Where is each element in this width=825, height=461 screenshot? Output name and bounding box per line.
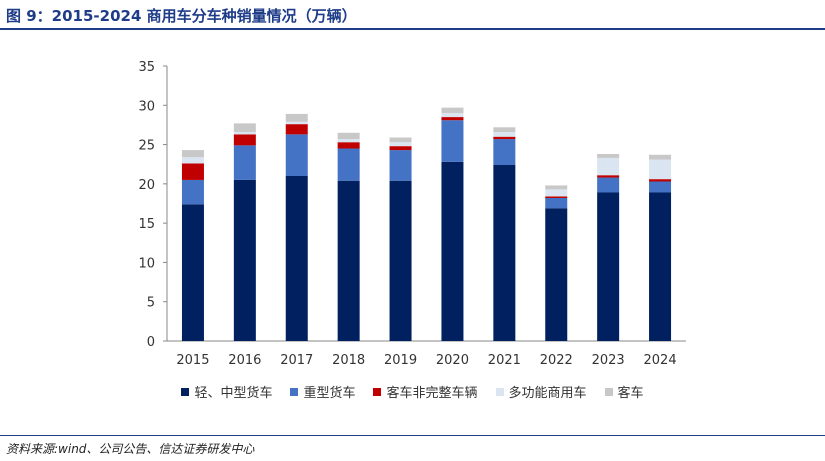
bar-segment [285,121,308,125]
bar-segment [233,132,256,135]
bar-segment [181,163,204,180]
bar-segment [181,157,204,164]
y-tick-label: 35 [138,60,155,75]
bar-segment [337,132,360,140]
bar-segment [285,176,308,341]
bar-segment [545,185,568,190]
bar-segment [545,208,568,341]
x-tick-label: 2018 [332,353,365,368]
bar-segment [389,146,412,151]
legend-swatch [373,387,382,396]
legend-label: 客车非完整车辆 [386,386,478,401]
bar-segment [649,181,672,193]
bar-segment [493,165,516,341]
legend-swatch [495,387,504,396]
title-rule [0,28,825,30]
source-note: 资料来源:wind、公司公告、信达证券研发中心 [6,442,255,456]
bar-segment [493,136,516,140]
chart-legend: 轻、中型货车 重型货车 客车非完整车辆 多功能商用车 客车 [0,382,825,401]
bar-segment [649,192,672,341]
bar-segment [545,189,568,197]
legend-swatch [604,387,613,396]
bar-segment [337,139,360,143]
y-tick-label: 25 [138,139,155,154]
bar-segment [389,137,412,143]
bar-segment [597,192,620,341]
bar-segment [597,175,620,178]
footer-rule [0,435,825,436]
bar-segment [493,127,516,132]
figure-title: 图 9：2015-2024 商用车分车种销量情况（万辆） [6,7,357,25]
legend-item: 重型货车 [290,382,355,401]
bar-segment [181,150,204,158]
bar-segment [233,179,256,341]
legend-label: 多功能商用车 [508,386,587,401]
bar-segment [441,107,464,114]
y-tick-label: 30 [138,99,155,114]
bar-segment [545,196,568,198]
legend-label: 客车 [617,386,644,401]
bar-segment [441,120,464,162]
y-tick-label: 10 [138,256,155,271]
legend-item: 客车非完整车辆 [373,382,478,401]
bar-segment [233,134,256,146]
bar-segment [493,139,516,165]
x-tick-label: 2020 [436,353,469,368]
x-tick-label: 2023 [592,353,625,368]
bar-segment [389,150,412,181]
x-tick-label: 2015 [176,353,209,368]
x-tick-label: 2024 [644,353,677,368]
legend-label: 重型货车 [303,386,356,401]
bar-segment [337,148,360,181]
bar-segment [441,113,464,118]
y-tick-label: 5 [147,296,155,311]
bar-segment [285,113,308,122]
bar-segment [389,142,412,147]
x-tick-label: 2022 [540,353,573,368]
legend-swatch [181,387,190,396]
y-tick-label: 15 [138,217,155,232]
bar-segment [233,145,256,180]
bar-segment [441,161,464,341]
bar-segment [597,177,620,193]
y-tick-label: 20 [138,178,155,193]
bar-segment [233,123,256,132]
x-tick-label: 2021 [488,353,521,368]
bar-segment [285,134,308,176]
legend-item: 客车 [604,382,644,401]
legend-item: 多功能商用车 [495,382,587,401]
bar-segment [441,117,464,121]
bar-segment [181,204,204,341]
bar-segment [337,142,360,149]
x-tick-label: 2017 [280,353,313,368]
bar-segment [649,159,672,180]
bar-segment [649,154,672,160]
bar-segment [285,124,308,135]
x-tick-label: 2016 [228,353,261,368]
bar-segment [597,154,620,158]
y-tick-label: 0 [147,335,155,350]
bar-segment [649,179,672,182]
stacked-bar-chart: 0 5 10 15 20 25 30 35 2015 2016 2017 2018 2019 2020 20… [138,60,686,368]
bar-segment [493,132,516,137]
bar-segment [389,180,412,341]
legend-swatch [290,387,299,396]
bar-segment [181,179,204,205]
bar-segment [337,180,360,341]
bar-segment [545,198,568,209]
legend-item: 轻、中型货车 [181,382,272,401]
x-tick-label: 2019 [384,353,417,368]
bar-segment [597,157,620,176]
legend-label: 轻、中型货车 [194,386,273,401]
